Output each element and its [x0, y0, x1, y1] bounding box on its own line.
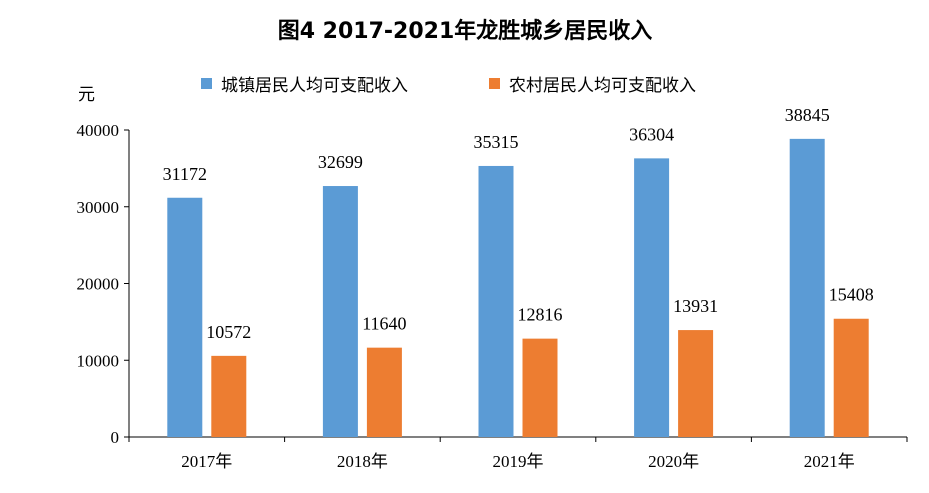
- data-label: 36304: [629, 124, 674, 144]
- bar-urban: [789, 138, 825, 437]
- data-label: 35315: [474, 132, 519, 152]
- y-tick-label: 10000: [77, 351, 120, 370]
- bar-urban: [322, 186, 358, 437]
- x-tick-label: 2017年: [181, 452, 232, 471]
- y-tick-label: 40000: [77, 121, 120, 140]
- legend: 城镇居民人均可支配收入 农村居民人均可支配收入: [201, 76, 696, 96]
- data-labels: 31172 10572 32699 11640 35315 12816 36304 13931…: [163, 105, 874, 342]
- data-label: 38845: [785, 105, 830, 125]
- bar-rural: [678, 330, 714, 437]
- bar-rural: [833, 318, 869, 437]
- bar-rural: [211, 355, 247, 437]
- y-axis: 0 10000 20000 30000 40000: [77, 121, 130, 447]
- legend-label-urban: 城镇居民人均可支配收入: [221, 76, 408, 96]
- bar-urban: [478, 165, 514, 437]
- legend-swatch-urban: [201, 78, 212, 89]
- x-tick-label: 2019年: [493, 452, 544, 471]
- legend-swatch-rural: [489, 78, 500, 89]
- x-axis: 2017年 2018年 2019年 2020年 2021年: [128, 436, 908, 471]
- bar-urban: [634, 158, 670, 437]
- bar-rural: [366, 347, 402, 437]
- data-label: 12816: [518, 305, 563, 325]
- data-label: 11640: [362, 314, 406, 334]
- data-label: 13931: [673, 296, 718, 316]
- data-label: 10572: [206, 322, 251, 342]
- y-tick-label: 30000: [77, 198, 120, 217]
- chart-title: 图4 2017-2021年龙胜城乡居民收入: [278, 18, 653, 44]
- bars: [167, 138, 869, 437]
- x-tick-label: 2020年: [648, 452, 699, 471]
- bar-rural: [522, 338, 558, 437]
- bar-urban: [167, 197, 203, 437]
- x-tick-label: 2021年: [804, 452, 855, 471]
- data-label: 15408: [829, 285, 874, 305]
- y-axis-unit-label: 元: [78, 85, 95, 105]
- x-tick-label: 2018年: [337, 452, 388, 471]
- y-tick-label: 0: [111, 428, 120, 447]
- legend-label-rural: 农村居民人均可支配收入: [509, 76, 696, 96]
- y-tick-label: 20000: [77, 275, 120, 294]
- data-label: 32699: [318, 152, 363, 172]
- data-label: 31172: [163, 164, 207, 184]
